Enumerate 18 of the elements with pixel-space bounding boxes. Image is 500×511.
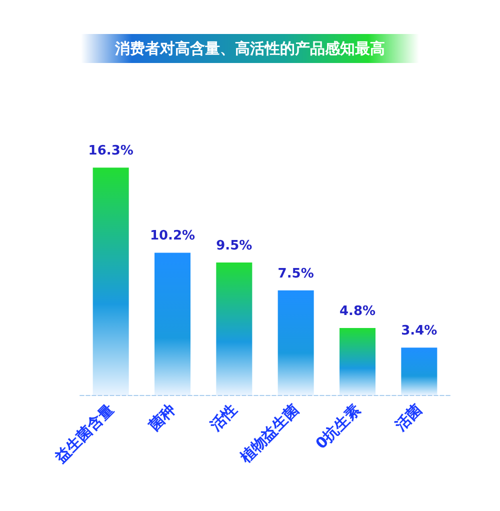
x-tick-label: 菌种	[144, 400, 179, 436]
data-label: 9.5%	[216, 238, 252, 254]
bar	[216, 262, 252, 395]
data-label: 4.8%	[339, 304, 376, 320]
data-label: 10.2%	[150, 228, 196, 244]
bar	[92, 168, 129, 395]
x-tick-label: 活性	[206, 400, 241, 436]
bar	[340, 328, 376, 395]
bar	[278, 290, 314, 395]
x-tick-label: 活菌	[390, 400, 426, 436]
x-tick-label: 0抗生素	[312, 400, 364, 453]
bar	[154, 252, 190, 395]
data-label: 3.4%	[401, 324, 438, 339]
x-tick-label: 益生菌含量	[50, 400, 118, 468]
bar	[401, 348, 438, 395]
chart-title: 消费者对高含量、高活性的产品感知最高	[114, 40, 385, 58]
data-label: 7.5%	[278, 266, 314, 282]
data-label: 16.3%	[88, 144, 134, 159]
